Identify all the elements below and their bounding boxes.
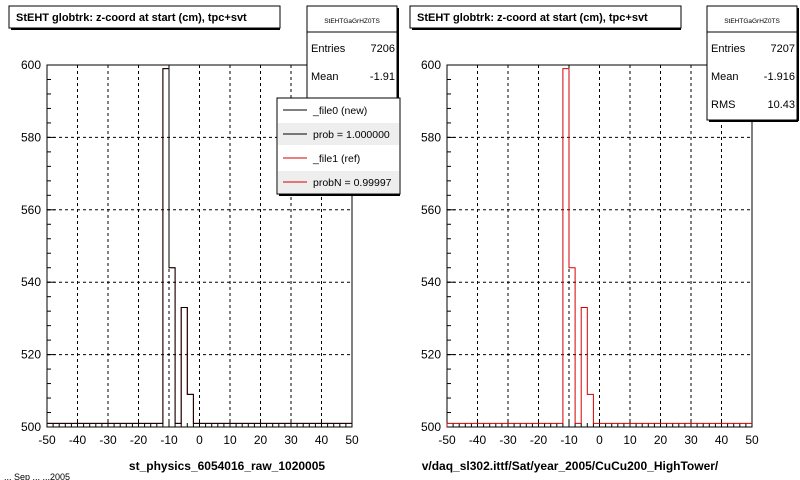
x-tick-label: 50	[345, 433, 359, 447]
x-tick-label: -10	[160, 433, 178, 447]
stats-value: -1.91	[370, 71, 395, 83]
x-tick-label: 40	[315, 433, 329, 447]
x-tick-label: -50	[38, 433, 56, 447]
x-tick-label: -50	[438, 433, 456, 447]
chart-title: StEHT globtrk: z-coord at start (cm), tp…	[417, 12, 648, 24]
y-tick-label: 580	[421, 130, 441, 144]
legend-row-bg	[278, 123, 399, 145]
y-tick-label: 540	[421, 275, 441, 289]
x-tick-label: 30	[684, 433, 698, 447]
histogram-series-ref	[446, 68, 752, 427]
stats-value: 7206	[371, 43, 395, 55]
stats-value: -1.916	[764, 71, 795, 83]
legend-row-bg	[278, 171, 399, 193]
x-tick-label: -30	[99, 433, 117, 447]
stats-label: Mean	[311, 71, 339, 83]
x-axis-label: st_physics_6054016_raw_1020005	[129, 459, 325, 473]
x-tick-label: 20	[254, 433, 268, 447]
x-tick-label: -40	[69, 433, 87, 447]
y-tick-label: 520	[421, 348, 441, 362]
y-tick-label: 560	[421, 203, 441, 217]
y-tick-label: 580	[21, 130, 41, 144]
histogram-panel-1: -50 -40 -30 -20 -10 0 10 20 30 40 50 500 520 540 560 58…	[8, 5, 401, 473]
y-tick-label: 600	[21, 58, 41, 72]
stats-label: Entries	[711, 43, 746, 55]
x-tick-label: 10	[623, 433, 637, 447]
histogram-panel-2: -50 -40 -30 -20 -10 0 10 20 30 40 50 500 520 540 560 58…	[409, 5, 799, 473]
stats-label: Entries	[311, 43, 346, 55]
x-tick-label: -10	[560, 433, 578, 447]
stats-value: 7207	[771, 43, 795, 55]
stats-name: StEHTGaGrHZ0TS	[724, 18, 780, 25]
x-tick-label: 0	[596, 433, 603, 447]
y-tick-label: 600	[421, 58, 441, 72]
x-tick-label: 20	[654, 433, 668, 447]
stats-label: RMS	[711, 99, 735, 111]
x-tick-label: 50	[745, 433, 759, 447]
y-tick-label: 520	[21, 348, 41, 362]
legend-label: _file1 (ref)	[312, 153, 360, 165]
legend-label: _file0 (new)	[312, 105, 367, 117]
histogram-series-new	[46, 68, 352, 427]
x-tick-label: -20	[530, 433, 548, 447]
x-tick-label: 0	[196, 433, 203, 447]
legend-label: prob = 1.000000	[313, 129, 390, 141]
chart-title: StEHT globtrk: z-coord at start (cm), tp…	[16, 12, 247, 24]
x-tick-label: -20	[130, 433, 148, 447]
x-tick-label: -30	[499, 433, 517, 447]
stats-value: 10.43	[767, 99, 795, 111]
y-tick-label: 500	[21, 420, 41, 434]
x-tick-label: 40	[715, 433, 729, 447]
y-tick-label: 500	[421, 420, 441, 434]
x-axis-label: v/daq_sl302.ittf/Sat/year_2005/CuCu200_H…	[422, 459, 719, 473]
x-tick-label: 10	[223, 433, 237, 447]
legend-label: probN = 0.99997	[313, 177, 392, 189]
footer-timestamp: ... Sep ... ...2005	[4, 472, 70, 480]
y-tick-label: 560	[21, 203, 41, 217]
x-tick-label: 30	[284, 433, 298, 447]
stats-name: StEHTGaGrHZ0TS	[324, 18, 380, 25]
y-tick-label: 540	[21, 275, 41, 289]
stats-label: Mean	[711, 71, 739, 83]
x-tick-label: -40	[469, 433, 487, 447]
